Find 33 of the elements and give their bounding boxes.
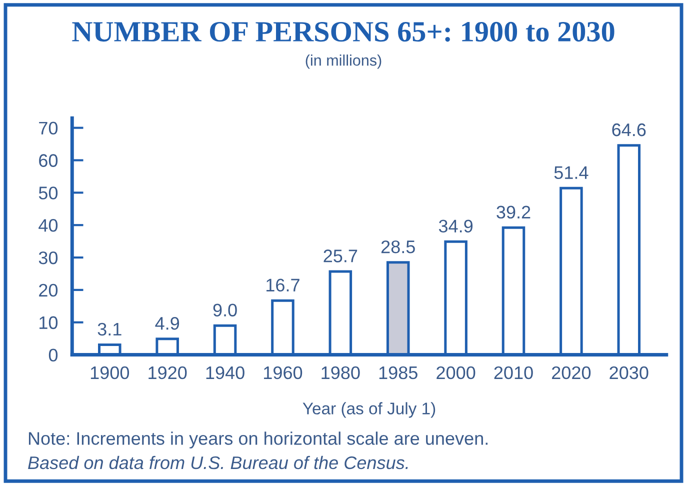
data-label: 39.2 <box>496 206 530 219</box>
data-label: 3.1 <box>98 322 122 336</box>
text: Based on data from U.S. Bureau of the Census. <box>28 456 408 470</box>
x-axis-title: Year (as of July 1) <box>302 402 436 418</box>
x-tick-label: 1960 <box>264 366 302 380</box>
y-tick-label: 30 <box>38 251 58 264</box>
x-tick-label: 1980 <box>322 366 360 380</box>
y-tick-label: 40 <box>38 219 58 232</box>
data-label: 34.9 <box>438 220 473 232</box>
y-tick-label: 50 <box>38 186 58 200</box>
x-tick-label: 2000 <box>436 366 476 380</box>
chart-title: NUMBER OF PERSONS 65+: 1900 to 2030 <box>72 22 614 42</box>
data-label: 4.9 <box>155 316 180 330</box>
x-tick-label: 2010 <box>494 366 533 380</box>
text: Note: Increments in years on horizontal scale are uneven. <box>28 432 488 448</box>
x-tick-label: 1900 <box>90 366 130 380</box>
data-label: 28.5 <box>381 240 415 254</box>
data-label: 51.4 <box>554 166 588 180</box>
data-label: 25.7 <box>324 250 358 262</box>
data-label: 16.7 <box>266 278 300 292</box>
x-tick-label: 2020 <box>552 366 591 380</box>
x-tick-label: 1985 <box>379 366 418 380</box>
y-tick-label: 20 <box>39 284 58 297</box>
y-tick-label: 0 <box>48 348 58 362</box>
x-tick-label: 1940 <box>206 366 244 380</box>
data-label: 64.6 <box>612 123 646 136</box>
y-tick-label: 70 <box>39 122 58 135</box>
data-label: 9.0 <box>213 304 237 316</box>
y-tick-label: 10 <box>40 316 58 330</box>
x-tick-label: 1920 <box>148 366 187 380</box>
x-tick-label: 2030 <box>610 366 648 380</box>
chart-subtitle: (in millions) <box>306 54 382 69</box>
y-tick-label: 60 <box>39 154 58 167</box>
